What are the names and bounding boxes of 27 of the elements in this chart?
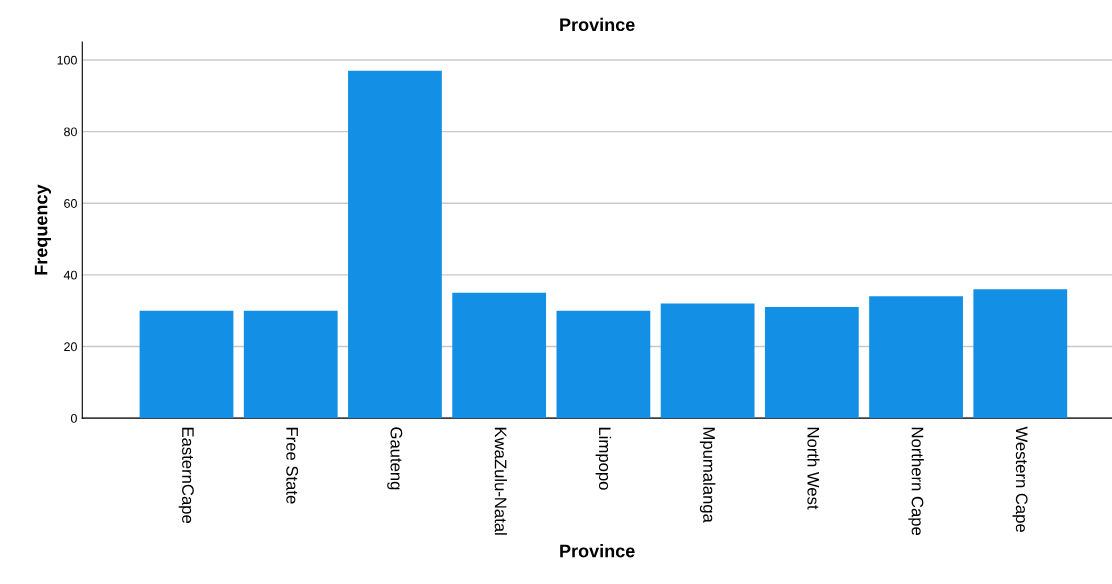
x-tick-label: Northern Cape [908, 427, 924, 536]
bar [764, 307, 859, 419]
y-tick-label: 60 [64, 199, 77, 208]
y-tick-label: 0 [70, 413, 77, 423]
bar [452, 292, 547, 419]
chart-title: Province [560, 17, 635, 32]
bar [243, 310, 338, 419]
x-axis-title: Province [560, 544, 635, 558]
x-tick-label: North West [807, 427, 820, 510]
y-tick-label: 20 [64, 342, 77, 352]
x-tick-label: Limpopo [595, 427, 612, 490]
y-tick-label: 80 [64, 127, 77, 137]
y-tick-label: 100 [57, 55, 77, 65]
x-tick-label: Mpumalanga [699, 427, 716, 523]
bar [869, 296, 963, 419]
bar [556, 310, 651, 419]
x-tick-label: Gauteng [387, 427, 403, 490]
x-tick-label: Free State [286, 427, 299, 504]
bar [973, 289, 1068, 419]
bar [348, 70, 442, 419]
bar [660, 303, 755, 419]
y-axis-title: Frequency [34, 184, 52, 275]
bar [139, 310, 234, 419]
x-tick-label: Western Cape [1012, 426, 1028, 532]
x-tick-label: EasternCape [178, 427, 194, 524]
x-tick-label: KwaZulu-Natal [494, 427, 507, 535]
y-tick-label: 40 [63, 270, 77, 280]
